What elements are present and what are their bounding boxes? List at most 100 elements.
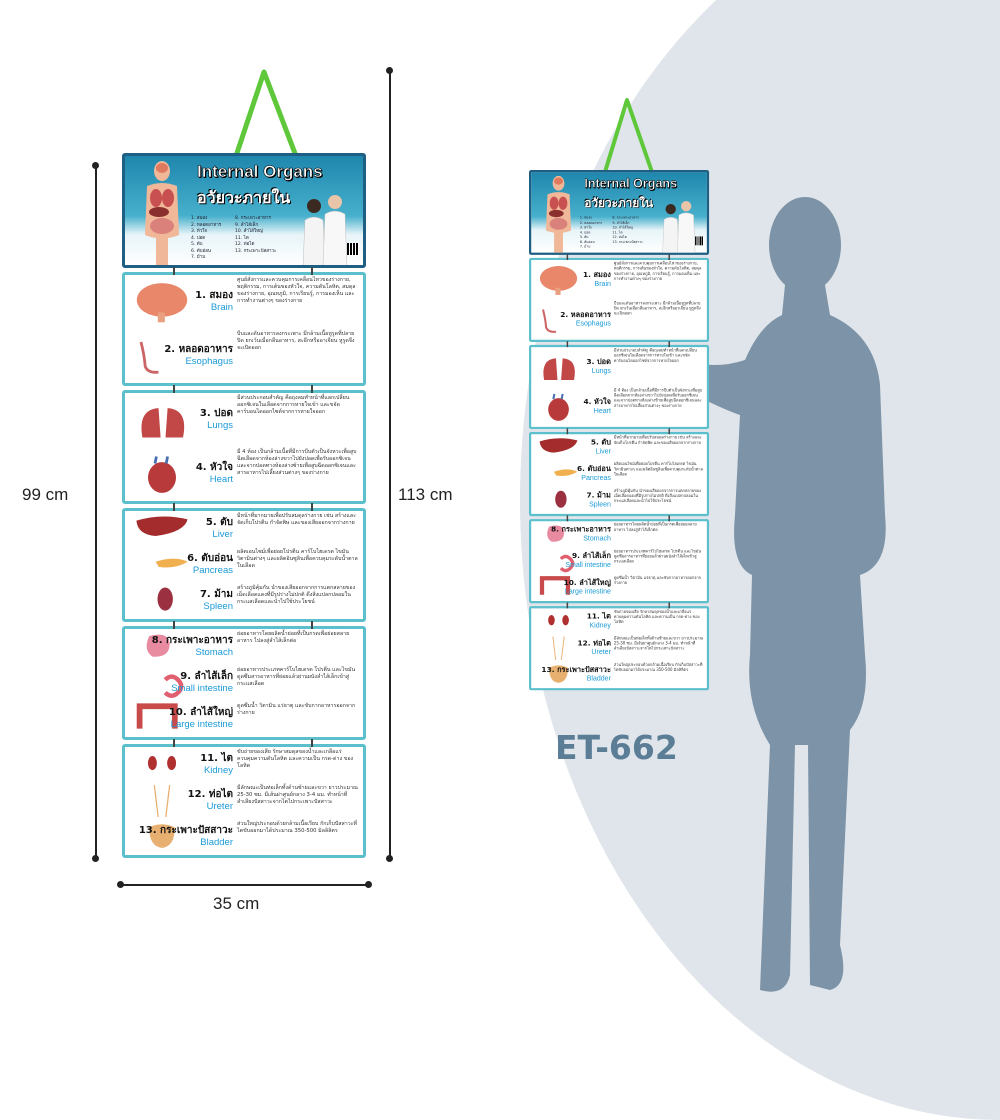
legend-item: 11. ไต: [235, 235, 249, 241]
organ-label: 3. ปอด Lungs: [531, 358, 611, 376]
organ-image: [539, 438, 578, 453]
organ-name-thai: 3. ปอด: [199, 408, 233, 419]
organ-panel: 8. กระเพาะอาหาร Stomach ย่อยอาหารโดยผลิตน…: [529, 515, 710, 604]
organ-image: [548, 393, 569, 421]
organ-row: 6. ตับอ่อน Pancreas ผลิตเอนไซม์เพื่อย่อยโ…: [531, 461, 707, 488]
hook-icon: [172, 267, 175, 275]
body-anatomy-image: [545, 175, 572, 253]
organ-image: [549, 665, 568, 683]
organ-image: [555, 490, 567, 508]
organ-label: 7. ม้าม Spleen: [531, 492, 611, 509]
organ-panel: 11. ไต Kidney ขับถ่ายของเสีย รักษาสมดุลขอ…: [529, 602, 710, 691]
organ-label: 8. กระเพาะอาหาร Stomach: [125, 635, 233, 658]
legend-item: 5. ตับ: [579, 235, 589, 240]
organ-description: สร้างภูมิคุ้มกัน นำของเสียออกจากการแตกสล…: [613, 488, 702, 504]
hook-icon: [310, 503, 313, 511]
organ-description: มีลักษณะเป็นท่อเล็กทั้งด้านซ้ายและขวา ยา…: [237, 785, 358, 805]
organ-image: [543, 358, 575, 380]
organ-chart-large: Internal Organs อวัยวะภายใน 1. สมอง 8. กร…: [122, 153, 366, 858]
organ-description: ผลิตเอนไซม์เพื่อย่อยโปรตีน คาร์โบไฮเดรต …: [237, 549, 358, 569]
organ-label: 13. กระเพาะปัสสาวะ Bladder: [531, 666, 610, 683]
dimension-dot: [365, 881, 372, 888]
organ-name-thai: 9. ลำไส้เล็ก: [572, 552, 611, 561]
organ-description: ส่วนใหญ่ประกอบด้วยกล้ามเนื้อเรียบ กักเก็…: [237, 821, 357, 834]
organ-name-thai: 5. ตับ: [590, 438, 611, 447]
organ-name-thai: 12. ท่อไต: [577, 639, 611, 648]
dimension-line-99: [95, 165, 97, 858]
organ-name-thai: 11. ไต: [586, 612, 611, 621]
width-label: 35 cm: [213, 894, 260, 913]
chart-title: Internal Organs: [197, 162, 323, 182]
organ-row: 9. ลำไส้เล็ก Small intestine ย่อยอาหารประ…: [125, 665, 363, 701]
organ-description: ดูดซึมน้ำ วิตามิน แร่ธาตุ และขับกากอาหาร…: [613, 575, 702, 586]
organ-label: 1. สมอง Brain: [531, 271, 611, 288]
organ-image: [548, 615, 569, 626]
organ-label: 12. ท่อไต Ureter: [125, 789, 233, 812]
organ-panel: 8. กระเพาะอาหาร Stomach ย่อยอาหารโดยผลิตน…: [122, 621, 366, 740]
dimension-dot: [386, 67, 393, 74]
qr-code: [695, 236, 704, 246]
organ-name-english: Lungs: [591, 367, 611, 376]
chart-title-thai: อวัยวะภายใน: [197, 188, 291, 207]
organ-name-english: Heart: [209, 474, 233, 485]
hook-icon: [566, 254, 568, 261]
organ-name-english: Brain: [594, 279, 611, 289]
organ-name-thai: 6. ตับอ่อน: [187, 553, 233, 564]
organ-panel: 5. ตับ Liver มีหน้าที่มากมายเพื่อปรับสมดุ…: [529, 428, 710, 517]
organ-description: มีลักษณะเป็นท่อเล็กทั้งด้านซ้ายและขวา ยา…: [613, 636, 704, 652]
organ-legend: 1. สมอง 8. กระเพาะอาหาร 2. หลอดอาหาร 9. ลำไ…: [580, 216, 658, 250]
organ-name-thai: 6. ตับอ่อน: [577, 465, 611, 474]
organ-panel: 11. ไต Kidney ขับถ่ายของเสีย รักษาสมดุลขอ…: [122, 739, 366, 858]
hook-icon: [566, 602, 568, 609]
person-silhouette: [630, 197, 886, 992]
organ-image: [136, 283, 188, 323]
legend-item: 3. หัวใจ: [191, 229, 208, 234]
organ-row: 12. ท่อไต Ureter มีลักษณะเป็นท่อเล็กทั้งด…: [531, 635, 707, 662]
hook-icon: [566, 515, 568, 522]
product-code: ET-662: [555, 728, 678, 767]
hook-icon: [172, 621, 175, 629]
organ-row: 3. ปอด Lungs มีส่วนประกอบสำคัญ คือถุงลมทำ…: [531, 347, 707, 387]
doctors-image: [662, 200, 696, 253]
legend-item: 2. หลอดอาหาร: [191, 222, 222, 228]
organ-name-thai: 12. ท่อไต: [187, 789, 233, 800]
organ-name-english: Spleen: [589, 500, 611, 509]
legend-item: 1. สมอง: [191, 216, 208, 221]
legend-item: 13. กระเพาะปัสสาวะ: [612, 240, 643, 245]
organ-label: 13. กระเพาะปัสสาวะ Bladder: [125, 825, 233, 848]
organ-description: ย่อยอาหารโดยผลิตน้ำย่อยที่เป็นกรดเพื่อย่…: [237, 631, 350, 644]
total-height-label: 113 cm: [398, 485, 453, 504]
organ-panels: 1. สมอง Brain ศูนย์สั่งการและควบคุมการเคล…: [122, 267, 366, 858]
legend-item: 7. ม้าม: [191, 255, 206, 260]
organ-panel: 3. ปอด Lungs มีส่วนประกอบสำคัญ คือถุงลมทำ…: [529, 341, 710, 430]
legend-item: 9. ลำไส้เล็ก: [612, 221, 630, 225]
organ-name-english: Pancreas: [192, 565, 233, 576]
organ-description: ดูดซึมน้ำ วิตามิน แร่ธาตุ และขับกากอาหาร…: [237, 703, 356, 716]
organ-label: 5. ตับ Liver: [125, 517, 233, 540]
legend-item: 4. ปอด: [191, 235, 206, 241]
organ-description: มีหน้าที่มากมายเพื่อปรับสมดุลร่างกาย เช่…: [237, 513, 357, 526]
hook-icon: [668, 428, 670, 435]
organ-name-english: Kidney: [203, 765, 233, 776]
organ-description: มีส่วนประกอบสำคัญ คือถุงลมทำหน้าที่แลกเป…: [237, 395, 350, 415]
organ-name-english: Large intestine: [170, 719, 233, 730]
organ-row: 4. หัวใจ Heart มี 4 ห้อง เป็นกล้ามเนื้อที…: [125, 447, 363, 501]
organ-panel: 1. สมอง Brain ศูนย์สั่งการและควบคุมการเคล…: [529, 254, 710, 342]
organ-label: 6. ตับอ่อน Pancreas: [531, 465, 611, 482]
organ-description: ขับถ่ายของเสีย รักษาสมดุลของน้ำและเกลือแ…: [237, 749, 354, 769]
organ-description: บีบและดันอาหารลงกระเพาะ มีกล้ามเนื้อหูรู…: [237, 331, 355, 351]
organ-row: 5. ตับ Liver มีหน้าที่มากมายเพื่อปรับสมดุ…: [125, 511, 363, 547]
hook-icon: [310, 385, 313, 393]
organ-name-thai: 7. ม้าม: [199, 589, 233, 600]
organ-name-english: Ureter: [206, 801, 233, 812]
dimension-dot: [92, 162, 99, 169]
doctors-image: [302, 195, 348, 265]
organ-label: 4. หัวใจ Heart: [531, 398, 610, 415]
legend-item: 9. ลำไส้เล็ก: [235, 222, 259, 228]
organ-description: ขับถ่ายของเสีย รักษาสมดุลของน้ำและเกลือแ…: [613, 609, 700, 625]
organ-name-thai: 7. ม้าม: [586, 491, 611, 500]
legend-item: 8. กระเพาะอาหาร: [235, 216, 271, 221]
organ-name-english: Spleen: [203, 601, 233, 612]
organ-image: [547, 525, 565, 542]
organ-description: ผลิตเอนไซม์เพื่อย่อยโปรตีน คาร์โบไฮเดรต …: [613, 462, 703, 478]
